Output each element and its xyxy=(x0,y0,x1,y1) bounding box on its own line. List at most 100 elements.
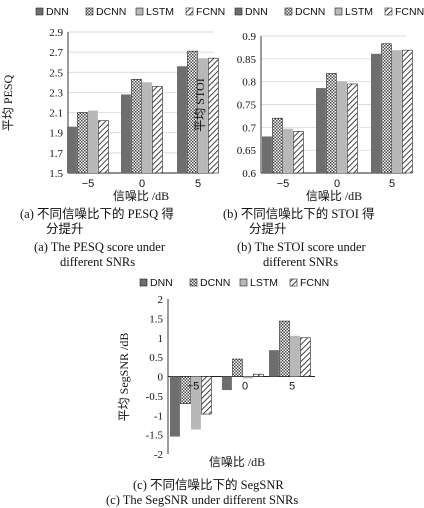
y-tick-label: 2 xyxy=(158,294,164,306)
y-tick-label: 0.6 xyxy=(242,168,256,180)
bar-dcnn-snr-2 xyxy=(187,50,198,174)
x-tick-label: −5 xyxy=(187,381,200,393)
x-tick-label: 0 xyxy=(334,178,340,190)
y-tick-label: 0 xyxy=(158,372,164,384)
x-axis-label: 信噪比 /dB xyxy=(209,455,265,469)
bar-dnn-snr-1 xyxy=(121,94,131,173)
bar-dnn-snr-2 xyxy=(269,350,279,377)
y-axis-label: 平均 SegSNR /dB xyxy=(117,333,131,422)
x-tick-label: 0 xyxy=(242,381,248,393)
caption-b-cn-line2: 分提升 xyxy=(249,222,287,236)
y-tick-label: 0.9 xyxy=(242,31,256,43)
x-tick-label: −5 xyxy=(82,178,95,190)
x-axis-label: 信噪比 /dB xyxy=(306,189,362,203)
y-tick-label: 0.7 xyxy=(242,122,256,134)
bar-dcnn-snr-0 xyxy=(180,376,191,404)
bar-dnn-snr-1 xyxy=(316,88,326,173)
bar-dcnn-snr-2 xyxy=(279,320,290,377)
legend-label-fcnn: FCNN xyxy=(196,6,225,18)
bar-lstm-snr-1 xyxy=(337,81,347,173)
bar-fcnn-snr-1 xyxy=(152,86,163,174)
caption-b-cn-line1: (b) 不同信噪比下的 STOI 得 xyxy=(223,207,375,221)
bar-dnn-snr-0 xyxy=(67,126,77,173)
legend-swatch-lstm xyxy=(239,278,248,287)
bar-fcnn-snr-2 xyxy=(402,49,413,174)
y-tick-label: 2.5 xyxy=(49,67,63,79)
y-tick-label: 0.8 xyxy=(242,77,256,89)
bar-dcnn-snr-1 xyxy=(326,73,337,174)
bar-fcnn-snr-2 xyxy=(208,57,219,174)
y-tick-label: 2.1 xyxy=(49,108,63,120)
legend-swatch-dnn xyxy=(234,7,243,16)
bar-lstm-snr-2 xyxy=(198,58,208,173)
caption-b-en-line2: different SNRs xyxy=(263,255,339,269)
legend-label-dnn: DNN xyxy=(46,6,69,18)
y-tick-label: 1.7 xyxy=(49,148,63,160)
bar-fcnn-snr-2 xyxy=(300,337,311,377)
x-tick-label: 0 xyxy=(139,178,145,190)
y-tick-label: 0.65 xyxy=(237,145,257,157)
x-tick-label: 5 xyxy=(195,178,201,190)
y-axis-label: 平均 PESQ xyxy=(1,75,15,132)
legend-label-dnn: DNN xyxy=(150,277,173,289)
bar-lstm-snr-0 xyxy=(191,376,201,430)
legend-label-dcnn: DCNN xyxy=(295,6,325,18)
legend-swatch-dcnn xyxy=(85,7,94,16)
y-tick-label: 1.5 xyxy=(49,168,63,180)
y-tick-label: 0.5 xyxy=(149,352,163,364)
legend-label-fcnn: FCNN xyxy=(300,277,329,289)
y-axis-label: 平均 STOI xyxy=(193,78,207,131)
legend-swatch-lstm xyxy=(334,7,343,16)
legend-swatch-lstm xyxy=(135,7,144,16)
bar-dnn-snr-0 xyxy=(170,376,180,437)
caption-b-en-line1: (b) The STOI score under xyxy=(237,240,366,254)
y-tick-label: -1 xyxy=(154,410,163,422)
bar-lstm-snr-2 xyxy=(290,335,300,377)
y-tick-label: 1.5 xyxy=(149,313,163,325)
chart-panel-b: DNN DCNN LSTM FCNN 0.6 0.65 0.7 0.75 0.8 0.85 0.9 −… xyxy=(193,6,424,203)
legend-label-dnn: DNN xyxy=(245,6,268,18)
legend-swatch-fcnn xyxy=(289,278,298,287)
chart-panel-c: DNN DCNN LSTM FCNN -2 -1.5 -1 -0.5 0 0.5 1 1.5 2 −5 0 5… xyxy=(117,277,329,469)
legend-label-dcnn: DCNN xyxy=(200,277,230,289)
legend-label-fcnn: FCNN xyxy=(395,6,424,18)
caption-c-en: (c) The SegSNR under different SNRs xyxy=(106,493,299,507)
bar-fcnn-snr-0 xyxy=(293,131,304,174)
bar-fcnn-snr-1 xyxy=(253,373,264,377)
x-tick-label: 5 xyxy=(289,381,295,393)
y-tick-label: 2.9 xyxy=(49,27,63,39)
legend-swatch-dnn xyxy=(35,7,44,16)
x-tick-label: 5 xyxy=(389,178,395,190)
bar-lstm-snr-2 xyxy=(392,50,402,174)
bar-fcnn-snr-1 xyxy=(347,83,358,174)
bar-fcnn-snr-0 xyxy=(201,376,212,415)
caption-a-en-line2: different SNRs xyxy=(60,255,136,269)
bar-fcnn-snr-0 xyxy=(98,120,109,174)
y-tick-label: 2.3 xyxy=(49,87,63,99)
legend-label-lstm: LSTM xyxy=(345,6,373,18)
bar-dcnn-snr-0 xyxy=(272,117,283,174)
bar-dnn-snr-0 xyxy=(262,136,272,173)
bar-lstm-snr-0 xyxy=(88,110,98,173)
bar-dcnn-snr-1 xyxy=(232,358,243,377)
bar-dcnn-snr-0 xyxy=(77,112,88,174)
y-tick-label: 1 xyxy=(158,333,164,345)
bar-dnn-snr-2 xyxy=(371,53,381,174)
y-tick-label: 2.7 xyxy=(49,47,63,59)
x-tick-label: −5 xyxy=(277,178,290,190)
bar-lstm-snr-1 xyxy=(142,82,152,173)
caption-a-en-line1: (a) The PESQ score under xyxy=(34,240,165,254)
legend-label-lstm: LSTM xyxy=(146,6,174,18)
bar-dnn-snr-1 xyxy=(222,376,232,391)
bar-lstm-snr-1 xyxy=(243,376,253,379)
y-tick-label: 0.75 xyxy=(237,100,257,112)
chart-panel-a: DNN DCNN LSTM FCNN 1.5 1.7 1.9 2.1 2.3 2.5 2.7 2.9 −… xyxy=(1,6,225,203)
y-tick-label: -2 xyxy=(154,449,163,461)
y-tick-label: 0.85 xyxy=(237,54,257,66)
legend-swatch-dnn xyxy=(139,278,148,287)
bar-dcnn-snr-1 xyxy=(131,79,142,174)
caption-a-cn-line2: 分提升 xyxy=(46,222,84,236)
bar-lstm-snr-0 xyxy=(283,128,293,173)
legend-swatch-fcnn xyxy=(185,7,194,16)
